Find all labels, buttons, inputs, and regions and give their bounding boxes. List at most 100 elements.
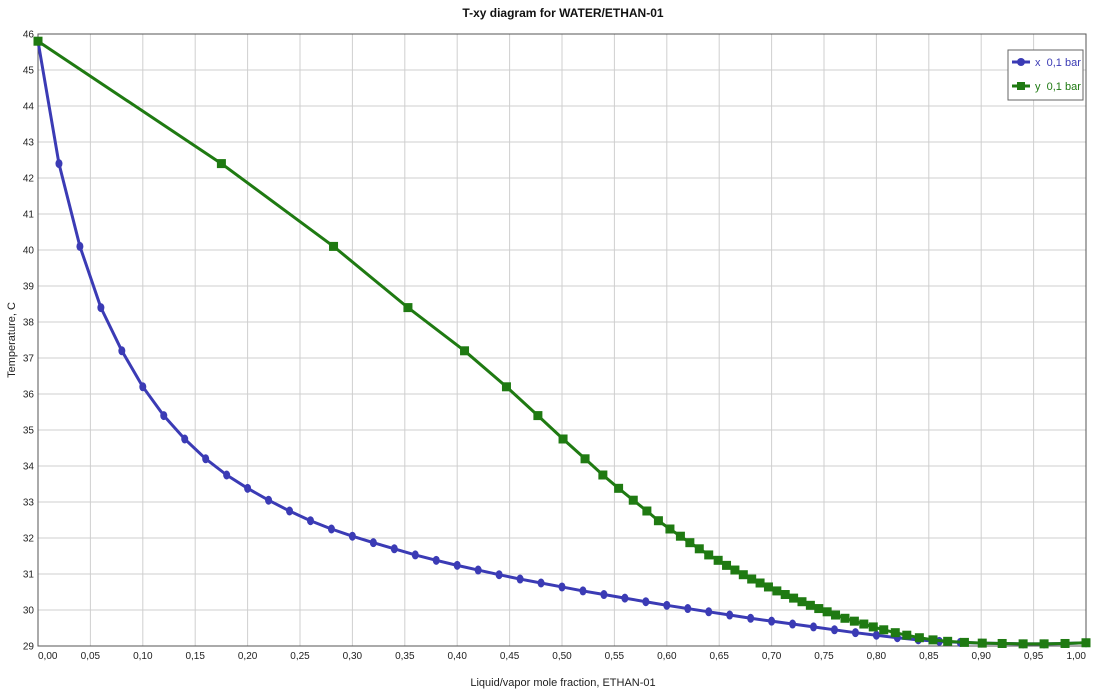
y-tick-label: 37 — [23, 354, 35, 365]
data-point — [747, 574, 757, 584]
data-point — [621, 593, 629, 603]
data-point — [814, 604, 824, 614]
series-y — [33, 36, 1091, 649]
grid — [37, 33, 1087, 647]
data-point — [286, 506, 294, 516]
data-point — [558, 434, 568, 444]
data-point — [831, 610, 841, 620]
data-point — [859, 619, 869, 629]
data-point — [348, 531, 356, 541]
data-point — [33, 36, 43, 46]
data-point — [685, 538, 695, 548]
series-layer — [33, 36, 1091, 649]
data-point — [329, 241, 339, 251]
data-point — [390, 544, 398, 554]
y-tick-label: 43 — [23, 138, 35, 149]
x-tick-label: 0,40 — [447, 651, 467, 662]
data-point — [642, 597, 650, 607]
data-point — [327, 524, 335, 534]
data-point — [600, 590, 608, 600]
plot-frame — [37, 33, 1087, 647]
data-point — [822, 607, 832, 617]
data-point — [501, 382, 511, 392]
y-axis: 29 30 31 32 33 34 35 36 37 38 39 40 41 42 43 44 45 46 — [23, 30, 35, 653]
data-point — [223, 470, 231, 480]
x-tick-label: 0,60 — [657, 651, 677, 662]
data-point — [55, 159, 63, 169]
y-tick-label: 38 — [23, 318, 35, 329]
y-tick-label: 36 — [23, 390, 35, 401]
x-tick-label: 0,75 — [814, 651, 834, 662]
x-tick-label: 0,35 — [395, 651, 415, 662]
x-tick-label: 1,00 — [1067, 651, 1087, 662]
x-tick-label: 0,65 — [709, 651, 729, 662]
data-point — [713, 555, 723, 565]
y-tick-label: 33 — [23, 498, 35, 509]
data-point — [872, 630, 880, 640]
x-tick-label: 0,45 — [500, 651, 520, 662]
data-point — [118, 346, 126, 356]
data-point — [580, 454, 590, 464]
x-tick-label: 0,50 — [552, 651, 572, 662]
y-tick-label: 35 — [23, 426, 35, 437]
data-point — [369, 538, 377, 548]
data-point — [849, 616, 859, 626]
x-tick-label: 0,20 — [238, 651, 258, 662]
data-point — [830, 625, 838, 635]
y-tick-label: 30 — [23, 606, 35, 617]
data-point — [722, 560, 732, 570]
data-point — [403, 303, 413, 313]
data-point — [914, 633, 924, 643]
data-point — [76, 241, 84, 251]
data-point — [642, 506, 652, 516]
data-point — [840, 613, 850, 623]
data-point — [902, 630, 912, 640]
data-point — [139, 382, 147, 392]
data-point — [1018, 639, 1028, 649]
data-point — [663, 600, 671, 610]
data-point — [763, 582, 773, 592]
data-point — [768, 616, 776, 626]
y-tick-label: 40 — [23, 246, 35, 257]
data-point — [306, 516, 314, 526]
data-point — [851, 628, 859, 638]
data-point — [977, 638, 987, 648]
x-tick-label: 0,90 — [971, 651, 991, 662]
data-point — [868, 622, 878, 632]
legend: x 0,1 bar y 0,1 bar — [1007, 49, 1084, 101]
data-point — [244, 483, 252, 493]
y-tick-label: 31 — [23, 570, 35, 581]
data-point — [997, 638, 1007, 648]
data-point — [614, 483, 624, 493]
legend-x-marker — [1017, 58, 1025, 66]
x-tick-label: 0,85 — [919, 651, 939, 662]
y-tick-label: 32 — [23, 534, 35, 545]
data-point — [1060, 638, 1070, 648]
x-tick-label: 0,55 — [605, 651, 625, 662]
legend-x-label: x 0,1 bar — [1035, 57, 1081, 69]
data-point — [432, 555, 440, 565]
data-point — [665, 524, 675, 534]
data-point — [216, 159, 226, 169]
data-point — [579, 586, 587, 596]
x-tick-label: 0,00 — [38, 651, 58, 662]
data-point — [160, 411, 168, 421]
data-point — [738, 570, 748, 580]
y-axis-title: Temperature, C — [6, 302, 18, 378]
legend-y-marker — [1017, 82, 1025, 90]
data-point — [780, 590, 790, 600]
x-tick-label: 0,80 — [867, 651, 887, 662]
data-point — [730, 565, 740, 575]
data-point — [890, 628, 900, 638]
data-point — [943, 636, 953, 646]
data-point — [516, 574, 524, 584]
data-point — [928, 635, 938, 645]
x-tick-label: 0,15 — [185, 651, 205, 662]
x-tick-label: 0,70 — [762, 651, 782, 662]
data-point — [453, 560, 461, 570]
y-tick-label: 29 — [23, 642, 35, 653]
legend-y-label: y 0,1 bar — [1035, 81, 1081, 93]
y-tick-label: 42 — [23, 174, 35, 185]
data-point — [797, 597, 807, 607]
